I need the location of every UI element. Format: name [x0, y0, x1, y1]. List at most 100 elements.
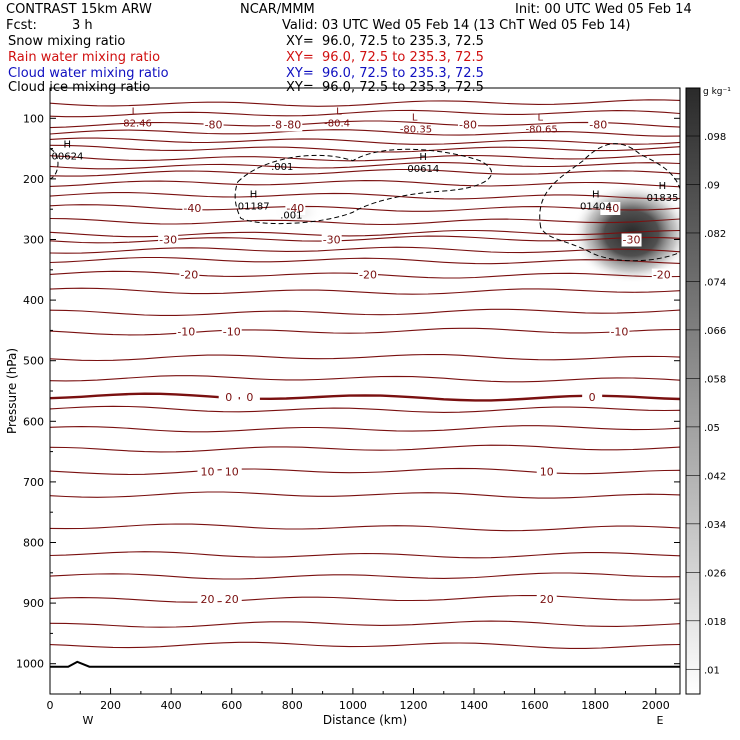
field-name-cloudwater: Cloud water mixing ratio	[8, 66, 169, 81]
extremum-marker: H	[659, 181, 667, 192]
isotherm-label: -40	[601, 202, 619, 215]
isotherm-line	[50, 405, 680, 413]
isotherm-label-bg	[621, 233, 642, 247]
isotherm-line	[50, 353, 680, 362]
isotherm-label: -80	[459, 118, 477, 131]
isotherm-label: -30	[623, 234, 641, 247]
isotherm-label: 20	[540, 593, 554, 606]
isotherm-label-bg	[358, 268, 379, 282]
colorbar-label: .074	[704, 277, 726, 288]
x-tick-label: 600	[221, 699, 242, 712]
extremum-marker: H	[419, 152, 427, 163]
colorbar-label: .058	[704, 374, 726, 385]
isotherm-line	[50, 572, 680, 580]
x-tick-label: 1400	[460, 699, 488, 712]
isotherm-line	[50, 229, 680, 238]
plot-frame	[49, 87, 681, 695]
isotherm-label-bg	[536, 592, 557, 606]
isotherm-line	[50, 137, 680, 145]
isotherm-line	[50, 551, 680, 559]
y-tick-label: 1000	[16, 658, 44, 671]
isotherm-label-bg	[609, 325, 630, 339]
model-name: CONTRAST 15km ARW	[6, 2, 152, 17]
field-name-snow: Snow mixing ratio	[8, 34, 126, 49]
isotherm-line	[50, 375, 680, 383]
isotherm-line	[50, 594, 680, 603]
y-tick-label: 900	[23, 597, 44, 610]
isotherm-label-bg	[221, 465, 242, 479]
west-label: W	[83, 714, 94, 727]
isotherm-line	[50, 620, 680, 628]
isotherm-label: 10	[540, 466, 554, 479]
isotherm-line	[50, 129, 680, 137]
isotherm-line	[50, 144, 680, 153]
isotherm-label: -40	[183, 202, 201, 215]
field-xy-snow: XY= 96.0, 72.5 to 235.3, 72.5	[286, 34, 484, 49]
y-tick-label: 800	[23, 537, 44, 550]
isotherm-label: 0	[246, 391, 253, 404]
cloud-contour	[234, 148, 493, 225]
extremum-value: 01187	[238, 201, 270, 212]
extremum-marker: L	[412, 112, 418, 123]
isotherm-label-bg	[651, 268, 672, 282]
isotherm-label-bg	[197, 592, 218, 606]
isotherm-line	[50, 523, 680, 532]
isotherm-label-bg	[588, 118, 609, 132]
isotherm-label: -40	[286, 202, 304, 215]
fcst-value: 3 h	[72, 18, 93, 33]
extremum-value: -80.35	[400, 124, 432, 135]
isotherm-line	[50, 120, 680, 129]
x-tick-label: 1800	[581, 699, 609, 712]
colorbar-label: .066	[704, 326, 726, 337]
extremum-marker: L	[336, 106, 342, 117]
colorbar-label: .082	[704, 229, 726, 240]
isotherm-line	[50, 109, 680, 118]
isotherm-label: -20	[359, 269, 377, 282]
field-name-rain: Rain water mixing ratio	[8, 50, 161, 65]
extremum-marker: H	[64, 140, 72, 151]
isotherm-label-bg	[218, 391, 239, 405]
extremum-marker: L	[132, 106, 138, 117]
y-tick-label: 100	[23, 112, 44, 125]
extremum-value: 00614	[407, 164, 439, 175]
field-xy-cloudwater: XY= 96.0, 72.5 to 235.3, 72.5	[286, 66, 484, 81]
isotherm-line	[50, 235, 680, 244]
cloud-contour	[539, 143, 680, 262]
colorbar-label: .026	[704, 568, 726, 579]
isotherm-label-bg	[203, 118, 224, 132]
isotherm-line	[50, 99, 680, 107]
isotherm-label: -80	[283, 118, 301, 131]
valid-time: Valid: 03 UTC Wed 05 Feb 14 (13 ChT Wed …	[282, 18, 631, 33]
extremum-marker: H	[592, 189, 600, 200]
x-tick-label: 1000	[339, 699, 367, 712]
extremum-value: -82.46	[120, 118, 152, 129]
x-tick-label: 1200	[399, 699, 427, 712]
isotherm-label-bg	[221, 325, 242, 339]
y-tick-label: 300	[23, 234, 44, 247]
isotherm-label: -10	[610, 326, 628, 339]
isotherm-label-bg	[179, 268, 200, 282]
colorbar-label: .042	[704, 471, 726, 482]
field-xy-rain: XY= 96.0, 72.5 to 235.3, 72.5	[286, 50, 484, 65]
isotherm-label-bg	[457, 118, 478, 132]
y-tick-label: 500	[23, 355, 44, 368]
x-tick-label: 200	[100, 699, 121, 712]
isotherm-label: 20	[225, 593, 239, 606]
isotherm-label-bg	[239, 391, 260, 405]
isotherm-label-bg	[182, 201, 203, 215]
colorbar-label: .034	[704, 520, 726, 531]
isotherm-label: 10	[225, 466, 239, 479]
cloud-contour-label: .001	[280, 210, 302, 221]
isotherm-line	[50, 425, 680, 433]
cloud-contour-label: .001	[271, 162, 293, 173]
field-name-cloudice: Cloud ice mixing ratio	[8, 80, 151, 95]
isotherm-line	[50, 180, 680, 188]
isotherm-label: 10	[201, 466, 215, 479]
isotherm-label: -80	[205, 118, 223, 131]
isotherm-label-bg	[197, 465, 218, 479]
isotherm-line	[50, 246, 680, 254]
isotherm-line	[50, 491, 680, 499]
y-tick-label: 200	[23, 173, 44, 186]
x-tick-label: 0	[47, 699, 54, 712]
isotherm-label: -20	[653, 269, 671, 282]
